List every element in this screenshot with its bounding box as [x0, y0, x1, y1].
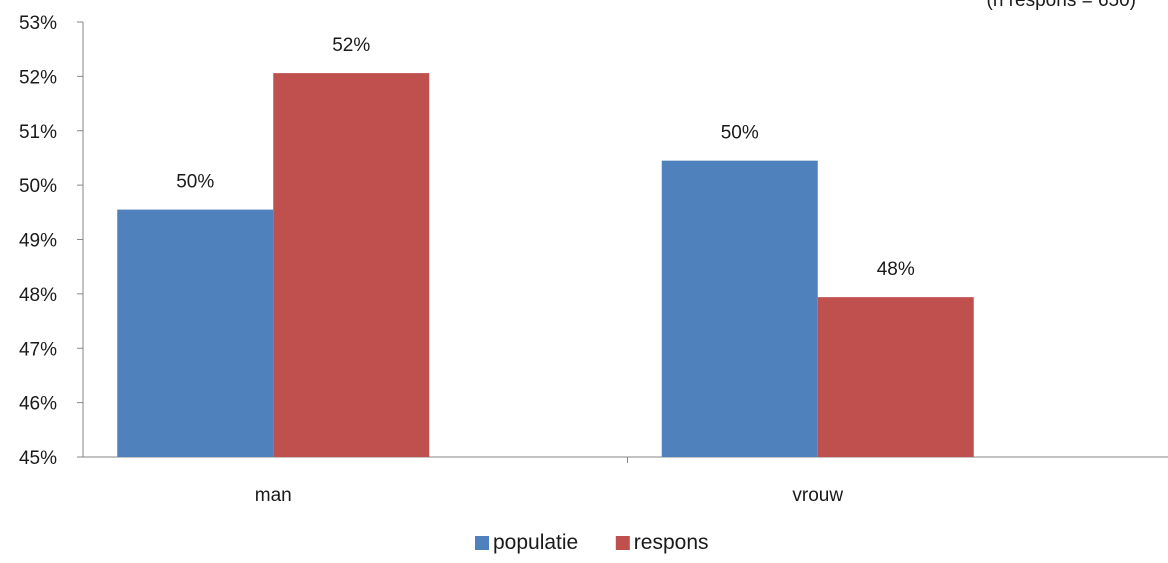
- y-tick-label: 51%: [19, 122, 57, 143]
- y-tick-label: 49%: [19, 231, 57, 252]
- y-tick-label: 52%: [19, 67, 57, 88]
- sample-size-note: (n respons = 650): [987, 0, 1136, 11]
- chart-legend: populatie respons: [475, 531, 709, 554]
- chart-labels: 50% 52% man 50% 48% vrouw: [176, 35, 915, 506]
- legend-swatch-populatie: [475, 536, 489, 550]
- bar-respons-man: [273, 73, 430, 458]
- chart-bars: [117, 73, 974, 458]
- data-label-respons-man: 52%: [332, 35, 370, 56]
- x-tick-label: vrouw: [792, 485, 843, 506]
- legend-label-populatie: populatie: [493, 531, 578, 554]
- x-tick-label: man: [255, 485, 292, 506]
- data-label-respons-vrouw: 48%: [877, 259, 915, 280]
- y-tick-label: 47%: [19, 339, 57, 360]
- bar-populatie-man: [117, 209, 274, 457]
- data-label-populatie-man: 50%: [176, 172, 214, 193]
- y-tick-label: 45%: [19, 448, 57, 469]
- y-tick-label: 48%: [19, 285, 57, 306]
- y-tick-label: 46%: [19, 394, 57, 415]
- y-tick-label: 50%: [19, 176, 57, 197]
- y-tick-label: 53%: [19, 13, 57, 34]
- bar-respons-vrouw: [817, 297, 974, 457]
- bar-populatie-vrouw: [661, 160, 818, 457]
- legend-label-respons: respons: [634, 531, 709, 554]
- data-label-populatie-vrouw: 50%: [721, 123, 759, 144]
- legend-swatch-respons: [615, 536, 630, 550]
